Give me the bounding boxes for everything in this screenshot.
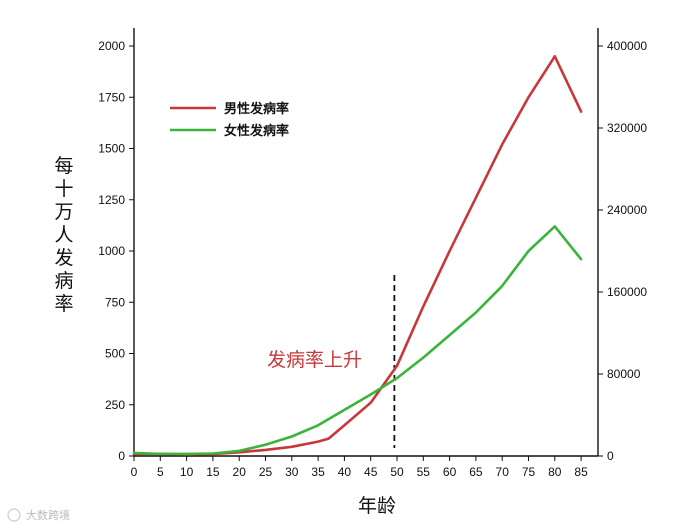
x-tick-label: 55: [417, 465, 431, 479]
y2-tick-label: 400000: [607, 39, 647, 53]
x-tick-label: 10: [180, 465, 194, 479]
y-tick-label: 0: [118, 449, 125, 463]
y-tick-label: 1000: [98, 244, 125, 258]
y2-tick-label: 320000: [607, 121, 647, 135]
x-tick-label: 65: [469, 465, 483, 479]
y2-tick-label: 80000: [607, 367, 641, 381]
y-tick-label: 1750: [98, 90, 125, 104]
y-label-char: 发: [54, 247, 73, 269]
y-label-char: 率: [54, 293, 73, 315]
x-tick-label: 15: [206, 465, 220, 479]
x-tick-label: 25: [259, 465, 273, 479]
y-tick-label: 250: [105, 398, 125, 412]
x-tick-label: 85: [574, 465, 588, 479]
y-ticks-left: 0 250 500 750 1000 1250 1500 1750 2000: [98, 39, 134, 463]
y2-tick-label: 160000: [607, 285, 647, 299]
y-label-char: 人: [54, 224, 73, 246]
x-tick-label: 60: [443, 465, 457, 479]
y-tick-label: 1500: [98, 142, 125, 156]
y-label-char: 每: [54, 155, 73, 177]
x-tick-label: 45: [364, 465, 378, 479]
y-label-char: 万: [54, 201, 73, 223]
watermark: 大数跨境: [7, 508, 70, 522]
series-line-male: [132, 54, 583, 456]
x-tick-label: 30: [285, 465, 299, 479]
series-lines: [132, 54, 583, 456]
y-tick-label: 500: [105, 347, 125, 361]
y2-tick-label: 0: [607, 449, 614, 463]
x-tick-label: 80: [548, 465, 562, 479]
y-label-char: 病: [54, 270, 73, 292]
x-ticks: 0 5 10 15 20 25 30 35 40 45 50 55 60 65 70 75 80 85: [131, 456, 588, 479]
x-axis-label: 年龄: [358, 495, 396, 517]
watermark-logo-icon: [7, 508, 21, 522]
x-tick-label: 50: [390, 465, 404, 479]
y-tick-label: 2000: [98, 39, 125, 53]
series-line-female: [132, 225, 583, 456]
x-tick-label: 75: [522, 465, 536, 479]
annotations: 发病率上升: [267, 349, 362, 371]
annotation-text: 发病率上升: [267, 349, 362, 371]
legend-label: 男性发病率: [224, 101, 289, 117]
x-tick-label: 5: [157, 465, 164, 479]
x-tick-label: 20: [233, 465, 247, 479]
x-tick-label: 35: [311, 465, 325, 479]
y-tick-label: 1250: [98, 193, 125, 207]
x-tick-label: 40: [338, 465, 352, 479]
y-label-char: 十: [54, 178, 73, 200]
x-tick-label: 70: [496, 465, 510, 479]
y2-tick-label: 240000: [607, 203, 647, 217]
axes: [133, 28, 599, 457]
y-ticks-right: 0 80000 160000 240000 320000 400000: [598, 39, 647, 463]
watermark-text: 大数跨境: [26, 508, 70, 522]
x-tick-label: 0: [131, 465, 138, 479]
legend-label: 女性发病率: [224, 123, 289, 139]
y-tick-label: 750: [105, 295, 125, 309]
